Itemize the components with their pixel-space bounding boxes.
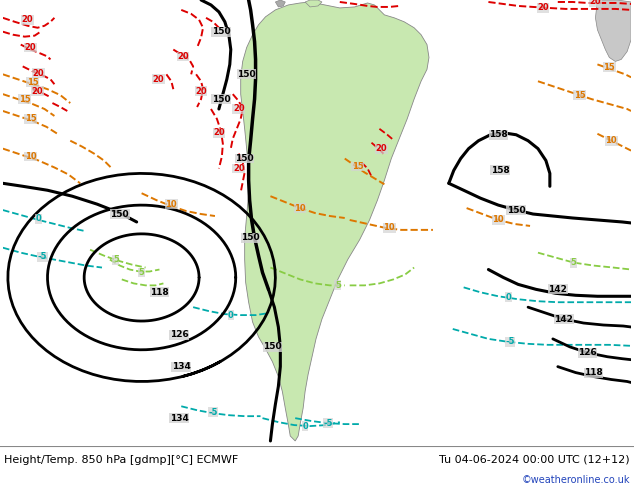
Text: 0: 0 xyxy=(228,311,234,319)
Text: 150: 150 xyxy=(212,27,230,36)
Text: ©weatheronline.co.uk: ©weatheronline.co.uk xyxy=(522,475,630,485)
Text: 0: 0 xyxy=(505,293,511,302)
Text: 15: 15 xyxy=(27,78,39,87)
Text: 20: 20 xyxy=(33,69,44,78)
Polygon shape xyxy=(305,0,322,7)
Text: -5: -5 xyxy=(208,408,217,416)
Text: 20: 20 xyxy=(153,75,164,84)
Text: 10: 10 xyxy=(605,136,617,145)
Text: 150: 150 xyxy=(110,210,129,219)
Text: 118: 118 xyxy=(150,288,169,297)
Text: 10: 10 xyxy=(384,223,395,232)
Text: 150: 150 xyxy=(507,206,526,215)
Polygon shape xyxy=(275,0,285,7)
Text: -5: -5 xyxy=(505,337,515,346)
Text: 150: 150 xyxy=(235,154,254,163)
Text: 20: 20 xyxy=(375,144,387,153)
Text: 15: 15 xyxy=(19,95,30,103)
Text: 150: 150 xyxy=(237,70,256,79)
Text: 0: 0 xyxy=(36,215,41,223)
Text: 20: 20 xyxy=(178,52,189,61)
Text: 20: 20 xyxy=(537,3,549,12)
Text: 20: 20 xyxy=(25,43,36,52)
Text: Tu 04-06-2024 00:00 UTC (12+12): Tu 04-06-2024 00:00 UTC (12+12) xyxy=(439,455,630,465)
Text: 150: 150 xyxy=(263,343,281,351)
Text: 10: 10 xyxy=(165,199,177,209)
Text: 15: 15 xyxy=(604,63,615,72)
Text: 20: 20 xyxy=(32,87,43,96)
Text: 20: 20 xyxy=(213,128,224,137)
Text: 5: 5 xyxy=(571,258,576,267)
Text: 142: 142 xyxy=(554,315,573,323)
Text: 20: 20 xyxy=(233,164,245,173)
Text: 158: 158 xyxy=(491,166,510,175)
Text: 20: 20 xyxy=(22,15,34,24)
Text: 134: 134 xyxy=(172,362,191,371)
Polygon shape xyxy=(241,2,429,441)
Text: 10: 10 xyxy=(294,203,306,213)
Text: 20: 20 xyxy=(233,104,245,114)
Text: 158: 158 xyxy=(489,130,508,139)
Text: 10: 10 xyxy=(493,216,504,224)
Text: -5: -5 xyxy=(38,252,48,261)
Text: 126: 126 xyxy=(170,330,189,340)
Text: 118: 118 xyxy=(584,368,603,377)
Text: 142: 142 xyxy=(548,285,567,294)
Text: 15: 15 xyxy=(574,91,585,99)
Text: 0: 0 xyxy=(302,421,308,431)
Text: 20: 20 xyxy=(195,87,207,96)
Polygon shape xyxy=(595,0,631,61)
Text: 20: 20 xyxy=(590,0,601,6)
Text: 5: 5 xyxy=(113,255,119,264)
Text: 150: 150 xyxy=(212,95,230,103)
Text: 5: 5 xyxy=(139,268,145,277)
Text: 10: 10 xyxy=(25,152,36,161)
Text: 126: 126 xyxy=(578,348,597,357)
Text: 150: 150 xyxy=(242,233,260,243)
Text: 15: 15 xyxy=(352,162,363,171)
Text: -5: -5 xyxy=(323,418,333,428)
Text: 5: 5 xyxy=(335,281,340,290)
Text: Height/Temp. 850 hPa [gdmp][°C] ECMWF: Height/Temp. 850 hPa [gdmp][°C] ECMWF xyxy=(4,455,238,465)
Text: 15: 15 xyxy=(25,114,37,123)
Text: 134: 134 xyxy=(170,414,189,423)
